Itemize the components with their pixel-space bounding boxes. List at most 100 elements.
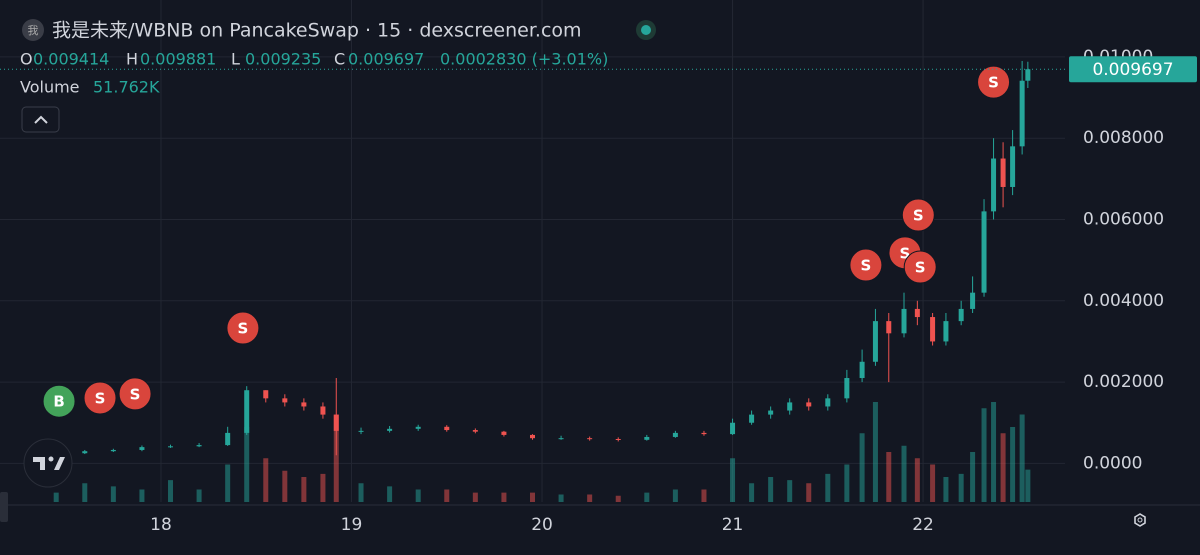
candle-body <box>196 445 202 447</box>
y-tick-label: 0.002000 <box>1083 372 1164 392</box>
volume-bar <box>139 489 145 502</box>
candle-body <box>768 410 774 415</box>
volume-bar <box>587 494 593 502</box>
x-tick-label: 21 <box>722 515 744 535</box>
trade-marker-label: S <box>913 207 924 225</box>
trade-marker-label: S <box>915 259 926 277</box>
change-label: 0.0002830 (+3.01%) <box>440 50 608 69</box>
volume-bar <box>872 402 878 502</box>
candle-body <box>701 432 707 435</box>
candle-body <box>225 432 231 446</box>
candle-body <box>320 406 326 415</box>
volume-bar <box>1000 433 1006 502</box>
volume-bar <box>859 433 865 502</box>
candle-body <box>859 361 865 379</box>
volume-bar <box>82 483 88 502</box>
volume-bar <box>970 452 976 502</box>
collapse-button[interactable] <box>21 106 60 133</box>
trade-marker <box>849 248 883 282</box>
trade-marker <box>903 250 937 284</box>
ohlc-letter: O <box>20 50 33 69</box>
volume-bar <box>806 483 812 502</box>
volume-bar <box>320 473 326 502</box>
candle-body <box>872 321 878 362</box>
candle-body <box>981 211 987 293</box>
candle-body <box>806 402 812 407</box>
candle-body <box>1025 69 1031 81</box>
trade-marker-label: S <box>900 244 911 262</box>
trade-marker-label: S <box>238 320 249 338</box>
candle-body <box>263 390 269 399</box>
ohlc-letter: C <box>334 50 345 69</box>
candle-body <box>787 402 793 411</box>
volume-bar <box>530 492 535 502</box>
tv-logo-dot <box>48 456 54 462</box>
volume-bar <box>501 492 507 502</box>
volume-bar <box>333 414 339 502</box>
chart-title: 我是未来/WBNB on PancakeSwap · 15 · dexscree… <box>52 20 582 42</box>
candle-body <box>958 308 964 322</box>
tv-logo[interactable] <box>23 438 73 488</box>
volume-bar <box>901 445 907 502</box>
candle-body <box>749 414 755 423</box>
trade-marker <box>118 377 152 411</box>
candle-body <box>1000 158 1006 187</box>
volume-bar <box>168 480 174 502</box>
volume-bar <box>358 483 364 502</box>
last-price-label: 0.009697 <box>1092 60 1173 80</box>
candle-body <box>82 451 88 454</box>
trade-marker <box>83 381 117 415</box>
volume-bar <box>991 402 997 502</box>
candle-body <box>415 426 421 429</box>
candle-body <box>901 308 907 334</box>
volume-bar <box>615 495 621 502</box>
settings-icon[interactable] <box>1134 513 1146 527</box>
side-handle[interactable] <box>0 492 8 522</box>
candle-body <box>886 321 892 334</box>
y-tick-label: 0.008000 <box>1083 128 1164 148</box>
candle-body <box>844 378 850 399</box>
candle-body <box>358 430 364 432</box>
volume-bar <box>1025 469 1031 502</box>
trade-marker-label: S <box>988 74 999 92</box>
volume-bar <box>415 489 421 502</box>
volume-bar <box>701 489 707 502</box>
trade-marker <box>977 65 1011 99</box>
volume-bar <box>844 464 850 502</box>
volume-legend-value: 51.762K <box>93 78 160 97</box>
ohlc-letter: H <box>126 50 138 69</box>
volume-bar <box>886 452 892 502</box>
x-tick-label: 19 <box>341 515 363 535</box>
volume-bar <box>263 458 269 502</box>
candle-body <box>970 292 976 309</box>
trade-marker-label: S <box>130 385 141 403</box>
trade-marker-label: S <box>95 389 106 407</box>
candle-body <box>301 402 307 407</box>
candle-body <box>587 438 593 440</box>
candle-body <box>444 426 450 431</box>
pair-icon-text: 我 <box>28 24 39 37</box>
ohlc-value: 0.009881 <box>140 50 216 69</box>
ohlc-value: 0.009235 <box>245 50 321 69</box>
volume-bar <box>930 464 936 502</box>
volume-bar <box>749 483 755 502</box>
ohlc-value: 0.009697 <box>348 50 424 69</box>
x-tick-label: 20 <box>531 515 553 535</box>
candle-body <box>943 321 949 342</box>
trade-marker <box>226 311 260 345</box>
volume-bar <box>787 480 793 502</box>
volume-bar <box>472 492 478 502</box>
trade-marker <box>42 384 76 418</box>
volume-bar <box>981 408 987 502</box>
pair-icon <box>22 19 44 41</box>
volume-bar <box>444 489 450 502</box>
volume-bar <box>958 473 964 502</box>
y-tick-label: 0.006000 <box>1083 209 1164 229</box>
volume-legend: Volume <box>20 78 80 97</box>
candle-body <box>825 398 831 407</box>
candle-body <box>615 438 621 440</box>
candle-body <box>730 422 736 435</box>
candle-body <box>139 447 145 450</box>
candle-body <box>501 431 507 435</box>
volume-bar <box>768 477 774 502</box>
